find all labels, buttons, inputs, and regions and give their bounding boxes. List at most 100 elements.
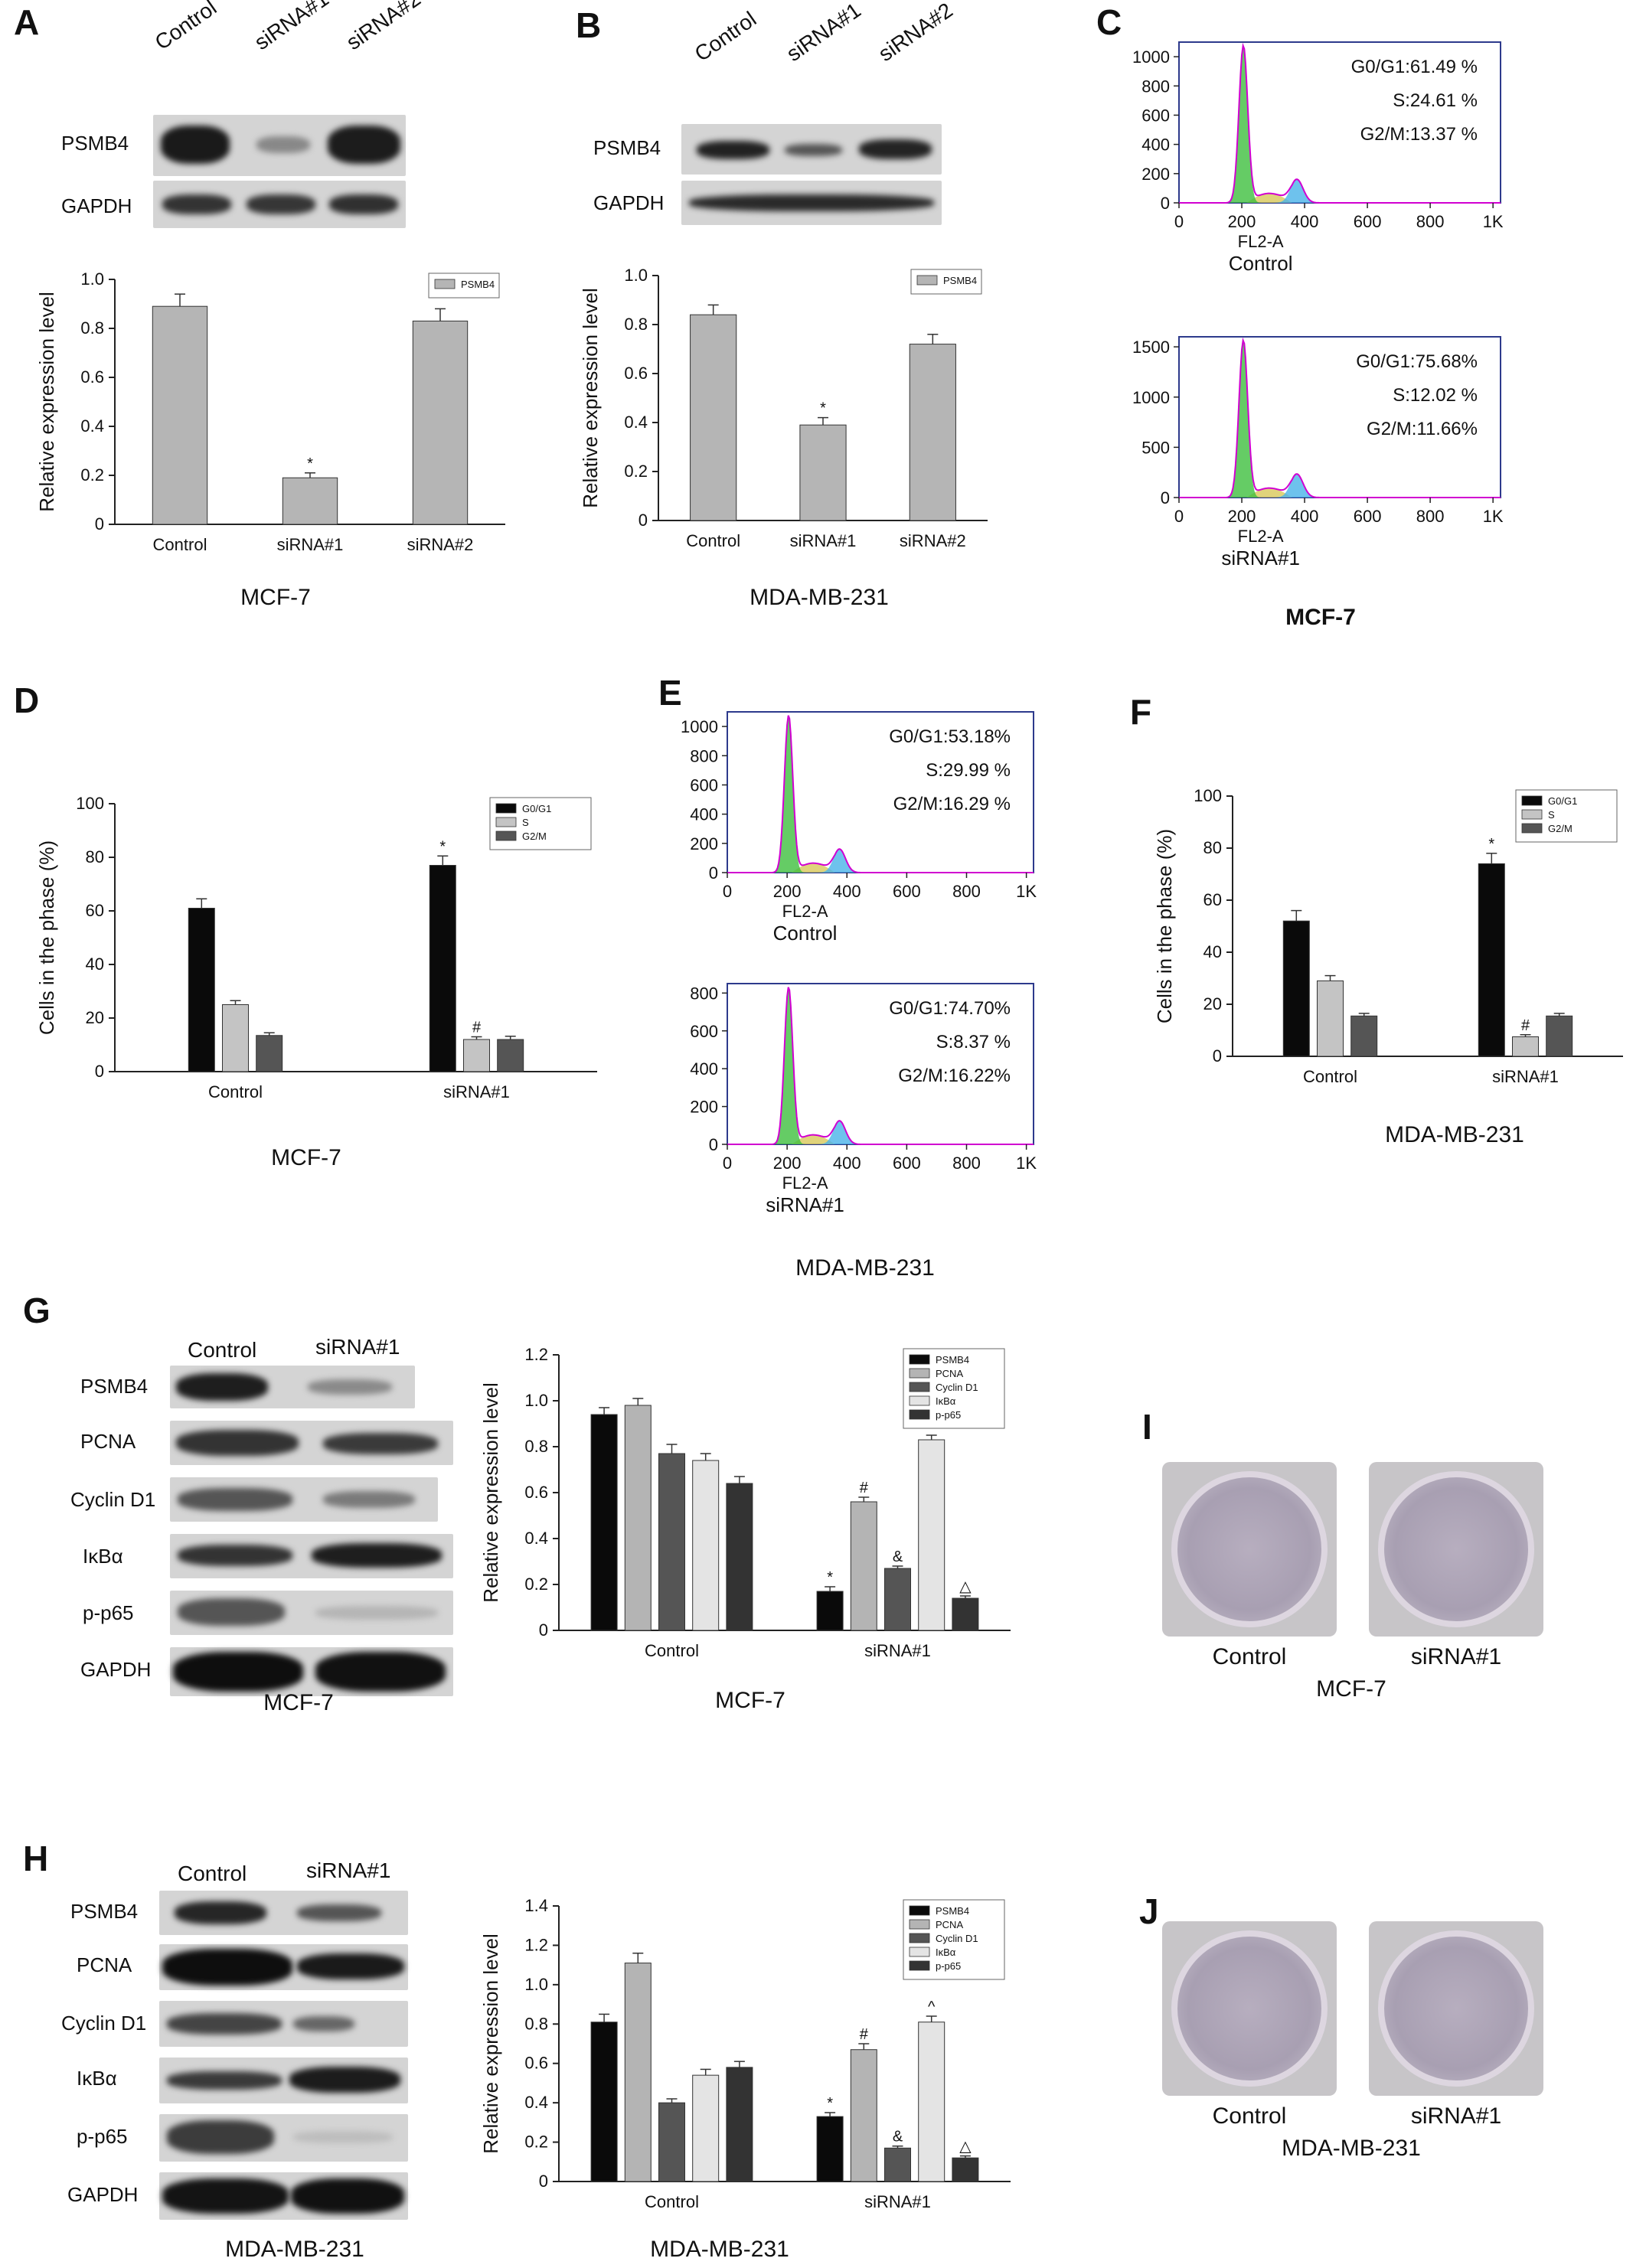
- plate-label: Control: [1212, 2103, 1287, 2129]
- plate-image: [1162, 1462, 1337, 1637]
- y-tick-label: 0.4: [624, 413, 648, 432]
- cell-cycle-stat: G2/M:11.66%: [1367, 419, 1478, 439]
- blot-label: GAPDH: [61, 194, 132, 217]
- x-tick-label: siRNA#1: [1492, 1067, 1559, 1086]
- legend-label: G2/M: [1548, 823, 1573, 834]
- lane-label: siRNA#1: [306, 1858, 391, 1882]
- y-tick-label: 0.6: [80, 367, 104, 387]
- significance-mark: #: [860, 2026, 869, 2043]
- x-tick-label: 600: [1354, 212, 1382, 231]
- bar: [918, 1439, 945, 1631]
- panel-letter-e: E: [658, 673, 682, 713]
- blot-label: PSMB4: [593, 136, 661, 159]
- blot-strip-psmb4: [170, 1366, 415, 1408]
- bar: [799, 424, 847, 521]
- significance-mark: *: [827, 1569, 833, 1586]
- y-tick-label: 0.2: [80, 465, 104, 485]
- significance-mark: △: [959, 1578, 972, 1595]
- y-tick-label: 0.2: [524, 2133, 548, 2152]
- flow-g0g1-area: [727, 715, 1034, 873]
- significance-mark: △: [959, 2139, 972, 2155]
- y-tick-label: 40: [86, 955, 104, 974]
- plot-sublabel: siRNA#1: [766, 1193, 844, 1216]
- blot-label: GAPDH: [67, 2183, 139, 2206]
- y-tick-label: 600: [690, 775, 718, 795]
- bar: [918, 2022, 945, 2182]
- y-tick-label: 1.2: [524, 1935, 548, 1954]
- blot-label: Cyclin D1: [70, 1488, 156, 1511]
- bar: [816, 2116, 844, 2182]
- legend-label: PSMB4: [461, 279, 495, 290]
- bar: [152, 305, 208, 525]
- x-tick-label: Control: [153, 535, 207, 554]
- legend-label: S: [1548, 809, 1555, 821]
- panel-letter-a: A: [14, 2, 40, 42]
- bar: [726, 2067, 753, 2182]
- plot-frame: [727, 983, 1034, 1145]
- y-tick-label: 0.8: [80, 318, 104, 338]
- panel-letter-c: C: [1096, 2, 1122, 42]
- bar: [1478, 863, 1505, 1057]
- blot-label: GAPDH: [80, 1658, 152, 1681]
- bar: [256, 1035, 283, 1072]
- flow-g0g1-area: [1179, 340, 1501, 498]
- blot-strip-pcna: [170, 1421, 453, 1465]
- bar-chart-h: 0 0.2 0.4 0.6 0.8 1.0 1.2 1.4 Relative expressio…: [479, 1896, 1011, 2211]
- blot-strip-pcna: [159, 1944, 408, 1990]
- bar: [624, 1963, 652, 2182]
- x-tick-label: siRNA#1: [790, 531, 857, 550]
- chart-caption: MCF-7: [240, 585, 311, 610]
- bar-chart-b: 0 0.2 0.4 0.6 0.8 1.0 Relative expression leve…: [579, 266, 988, 550]
- y-tick-label: 800: [690, 984, 718, 1003]
- blot-strip-gapdh: [681, 181, 942, 225]
- panel-letter-g: G: [23, 1291, 51, 1330]
- y-tick-label: 1.0: [624, 266, 648, 285]
- y-tick-label: 20: [1203, 994, 1222, 1013]
- blot-caption: MDA-MB-231: [225, 2237, 364, 2262]
- bar: [1546, 1015, 1573, 1057]
- blot-label: GAPDH: [593, 191, 665, 214]
- x-tick-label: siRNA#1: [443, 1082, 510, 1101]
- panel-letter-f: F: [1130, 692, 1152, 732]
- panel-letter-d: D: [14, 680, 40, 720]
- y-axis-label: Relative expression level: [579, 288, 602, 508]
- x-tick-label: 200: [773, 1154, 802, 1173]
- y-axis-label: Relative expression level: [479, 1934, 502, 2154]
- legend-swatch: [495, 803, 517, 814]
- x-tick-label: 400: [1291, 212, 1319, 231]
- flow-histogram-e-sirna: 0 200 400 600 800 0 200 400 600 800 1K FL2-AsiRNA#1…: [690, 983, 1037, 1216]
- bar: [497, 1039, 524, 1072]
- y-tick-label: 1.2: [524, 1345, 548, 1364]
- plot-frame: [1178, 336, 1501, 498]
- x-tick-label: 0: [723, 882, 732, 901]
- y-axis-label: Relative expression level: [479, 1382, 502, 1603]
- blot-strip-psmb4: [159, 1891, 408, 1935]
- x-axis-label: FL2-A: [782, 1173, 828, 1193]
- legend-label: PCNA: [936, 1919, 963, 1930]
- legend-label: Cyclin D1: [936, 1382, 978, 1393]
- x-tick-label: 400: [1291, 507, 1319, 526]
- x-tick-label: 200: [1228, 212, 1256, 231]
- flow-outline: [1179, 42, 1501, 204]
- y-tick-label: 0.4: [524, 2093, 548, 2112]
- flow-outline: [727, 987, 1034, 1145]
- bar: [1512, 1036, 1539, 1057]
- legend-swatch: [1521, 809, 1543, 820]
- blot-label: PCNA: [80, 1430, 136, 1453]
- blot-caption: MCF-7: [263, 1690, 334, 1715]
- bar: [692, 2074, 720, 2182]
- bar: [1282, 920, 1310, 1057]
- cell-cycle-stat: G0/G1:74.70%: [889, 998, 1011, 1019]
- chart-caption: MDA-MB-231: [750, 585, 889, 610]
- blot-strip-gapdh: [159, 2172, 408, 2220]
- chart-caption: MDA-MB-231: [650, 2237, 789, 2262]
- y-tick-label: 0: [95, 514, 104, 534]
- y-tick-label: 0.4: [524, 1529, 548, 1548]
- plot-frame: [727, 711, 1034, 873]
- chart-caption: MCF-7: [1285, 605, 1356, 630]
- significance-mark: *: [827, 2095, 833, 2112]
- significance-mark: #: [472, 1020, 482, 1036]
- blot-strip-p-p65: [170, 1591, 453, 1635]
- bar: [624, 1405, 652, 1631]
